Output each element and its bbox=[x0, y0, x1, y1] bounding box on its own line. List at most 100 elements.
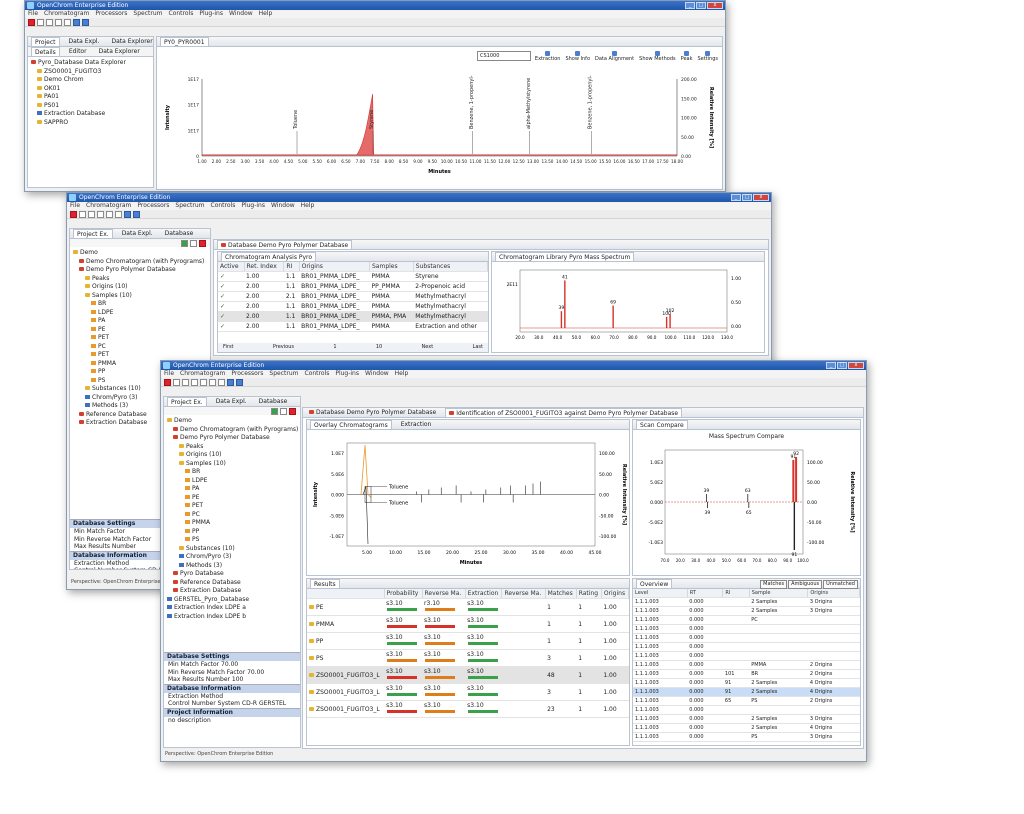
table-row[interactable]: 1.1.1.003 0.000 2 Samples 3 Origins bbox=[633, 714, 860, 724]
menu-item-chromatogram[interactable]: Chromatogram bbox=[180, 370, 226, 377]
settings-icon[interactable] bbox=[236, 378, 243, 386]
tab-database[interactable]: Database bbox=[164, 230, 194, 237]
maximize-button[interactable]: □ bbox=[742, 194, 752, 201]
save-icon[interactable] bbox=[97, 210, 104, 218]
tab-project-ex-[interactable]: Project Ex. bbox=[73, 229, 113, 238]
save-icon[interactable] bbox=[55, 18, 62, 26]
copy-icon[interactable] bbox=[209, 378, 216, 386]
pager-item[interactable]: 10 bbox=[375, 344, 383, 350]
column-header[interactable]: Ret. Index bbox=[244, 262, 285, 272]
delete-icon[interactable] bbox=[199, 239, 206, 247]
print-icon[interactable] bbox=[200, 378, 207, 386]
ion-select[interactable]: CS1000 bbox=[477, 51, 531, 61]
zoom-box[interactable] bbox=[364, 486, 372, 503]
print-icon[interactable] bbox=[64, 18, 71, 26]
tree-item[interactable]: PA01 bbox=[31, 93, 150, 102]
table-row[interactable]: 1.1.1.003 0.000 2 Samples 4 Origins bbox=[633, 723, 860, 733]
tab-overview[interactable]: Overview bbox=[636, 579, 673, 588]
active-checkbox[interactable]: ✓ bbox=[218, 311, 245, 322]
open-icon[interactable] bbox=[46, 18, 53, 26]
table-row[interactable]: 1.1.1.003 0.000 PC bbox=[633, 615, 860, 625]
settings-icon[interactable] bbox=[82, 18, 89, 26]
toolbar-button[interactable]: Data Alignment bbox=[595, 51, 634, 62]
settings-icon[interactable] bbox=[133, 210, 140, 218]
tree-item[interactable]: LDPE bbox=[73, 309, 207, 318]
tree-item[interactable]: LDPE bbox=[167, 477, 297, 486]
tree-item[interactable]: Peaks bbox=[73, 275, 207, 284]
tree-item[interactable]: Reference Database bbox=[167, 579, 297, 588]
toolbar-button[interactable]: Extraction bbox=[535, 51, 560, 62]
table-row[interactable]: 1.1.1.003 0.000 2 Samples 3 Origins bbox=[633, 597, 860, 607]
tree-item[interactable]: Extraction Database bbox=[73, 419, 207, 428]
editor-tab[interactable]: Identification of ZSO0001_FUGITO3 agains… bbox=[445, 408, 683, 417]
tree-item[interactable]: ZSO0001_FUGITO3 bbox=[31, 68, 150, 77]
column-header[interactable]: Reverse Ma. bbox=[501, 589, 546, 599]
filter-button-ambiguous[interactable]: Ambiguous bbox=[788, 580, 823, 589]
tree-item[interactable]: Chrom/Pyro (3) bbox=[167, 553, 297, 562]
tab-project[interactable]: Project bbox=[31, 37, 60, 46]
tree-item[interactable]: PC bbox=[167, 511, 297, 520]
tree-item[interactable]: BR bbox=[167, 468, 297, 477]
tree-item[interactable]: Demo Chromatogram (with Pyrograms) bbox=[73, 258, 207, 267]
run-icon[interactable] bbox=[227, 378, 234, 386]
menu-item-file[interactable]: File bbox=[28, 10, 39, 17]
tree-item[interactable]: PP bbox=[167, 528, 297, 537]
menu-item-controls[interactable]: Controls bbox=[210, 202, 236, 209]
tree-item[interactable]: Samples (10) bbox=[167, 460, 297, 469]
record-icon[interactable] bbox=[28, 18, 35, 26]
column-header[interactable]: Samples bbox=[369, 262, 414, 272]
table-row[interactable]: PMMA s3.10 s3.10 s3.10 1 1 1.00 bbox=[307, 615, 629, 633]
column-header[interactable]: Sample bbox=[749, 589, 809, 598]
active-checkbox[interactable]: ✓ bbox=[218, 301, 245, 312]
tab-scan-compare[interactable]: Scan Compare bbox=[636, 420, 688, 429]
print-icon[interactable] bbox=[106, 210, 113, 218]
tree-item[interactable]: PET bbox=[167, 502, 297, 511]
pager-item[interactable]: 1 bbox=[333, 344, 337, 350]
menu-item-controls[interactable]: Controls bbox=[168, 10, 194, 17]
column-header[interactable]: Extraction bbox=[465, 589, 503, 599]
table-row[interactable]: ✓ 2.00 1.1 BR01_PMMA_LDPE_ PMMA Extraction an… bbox=[218, 321, 488, 332]
run-icon[interactable] bbox=[73, 18, 80, 26]
table-row[interactable]: 1.1.1.003 0.000 PS 3 Origins bbox=[633, 732, 860, 742]
filter-button-matches[interactable]: Matches bbox=[760, 580, 788, 589]
tree-item[interactable]: Extraction Index LDPE a bbox=[167, 604, 297, 613]
column-header[interactable]: RI bbox=[283, 262, 300, 272]
tree-item[interactable]: PS01 bbox=[31, 102, 150, 111]
tab-details[interactable]: Details bbox=[31, 47, 60, 56]
close-button[interactable]: x bbox=[753, 194, 769, 201]
menu-item-window[interactable]: Window bbox=[229, 10, 253, 17]
table-row[interactable]: PE s3.10 r3.10 s3.10 1 1 1.00 bbox=[307, 598, 629, 616]
menu-item-plug-ins[interactable]: Plug-ins bbox=[241, 202, 265, 209]
new-icon[interactable] bbox=[79, 210, 86, 218]
column-header[interactable]: Reverse Ma. bbox=[422, 589, 466, 599]
table-row[interactable]: ✓ 2.00 2.1 BR01_PMMA_LDPE_ PMMA Methylmethacr… bbox=[218, 291, 488, 302]
tree-item[interactable]: PC bbox=[73, 343, 207, 352]
active-checkbox[interactable]: ✓ bbox=[218, 291, 245, 302]
table-row[interactable]: 1.1.1.003 0.000 bbox=[633, 651, 860, 661]
tree-item[interactable]: Reference Database bbox=[73, 411, 207, 420]
column-header[interactable]: Active bbox=[218, 262, 245, 272]
tree-item[interactable]: PP bbox=[73, 368, 207, 377]
minimize-button[interactable]: _ bbox=[731, 194, 741, 201]
new-icon[interactable] bbox=[173, 378, 180, 386]
table-row[interactable]: ZSO0001_FUGITO3_L s3.10 s3.10 s3.10 23 1 1.00 bbox=[307, 700, 629, 718]
toolbar-button[interactable]: Settings bbox=[697, 51, 718, 62]
table-row[interactable]: 1.1.1.003 0.000 91 2 Samples 4 Origins bbox=[633, 678, 860, 688]
close-button[interactable]: x bbox=[848, 362, 864, 369]
tab-database[interactable]: Database bbox=[258, 398, 288, 405]
tab-project-ex-[interactable]: Project Ex. bbox=[167, 397, 207, 406]
pager-item[interactable]: Next bbox=[421, 344, 434, 350]
close-button[interactable]: x bbox=[707, 2, 723, 9]
table-row[interactable]: 1.1.1.003 0.000 PMMA 2 Origins bbox=[633, 660, 860, 670]
menu-item-spectrum[interactable]: Spectrum bbox=[269, 370, 299, 377]
tree-item[interactable]: Substances (10) bbox=[73, 385, 207, 394]
tree-item[interactable]: PMMA bbox=[73, 360, 207, 369]
tree-item[interactable]: Origins (10) bbox=[167, 451, 297, 460]
tree-item[interactable]: Origins (10) bbox=[73, 283, 207, 292]
table-row[interactable]: ✓ 2.00 1.1 BR01_PMMA_LDPE_ PMMA Methylmethacr… bbox=[218, 301, 488, 312]
copy-icon[interactable] bbox=[115, 210, 122, 218]
tree-item[interactable]: PS bbox=[73, 377, 207, 386]
table-row[interactable]: ZSO0001_FUGITO3_L s3.10 s3.10 s3.10 3 1 1.00 bbox=[307, 683, 629, 701]
open-icon[interactable] bbox=[182, 378, 189, 386]
tree-item[interactable]: Demo Chrom bbox=[31, 76, 150, 85]
